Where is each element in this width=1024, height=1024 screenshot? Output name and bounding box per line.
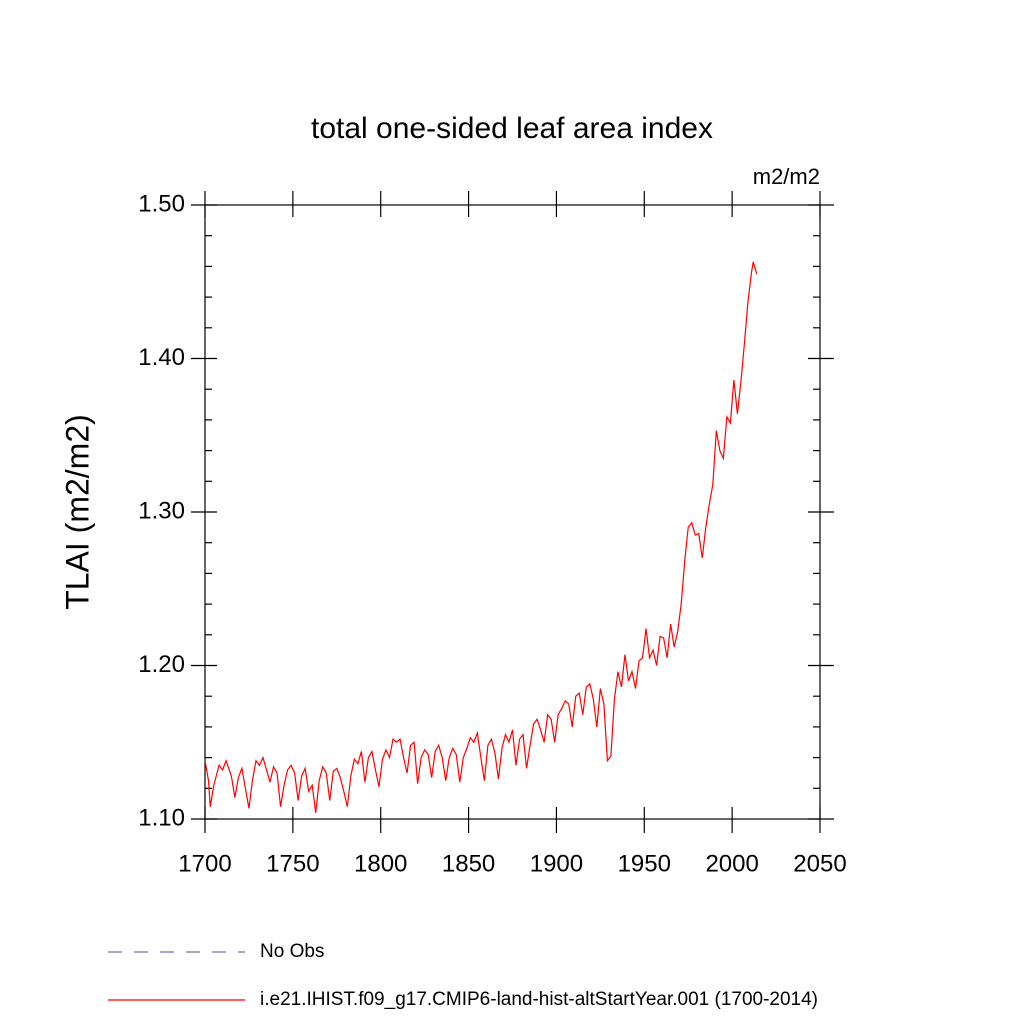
x-tick-label: 1950 [618,850,671,877]
y-tick-label: 1.40 [138,344,185,371]
legend-label: i.e21.IHIST.f09_g17.CMIP6-land-hist-altS… [260,989,818,1010]
x-tick-label: 1850 [442,850,495,877]
units-label: m2/m2 [753,164,820,189]
x-tick-label: 1750 [266,850,319,877]
chart-title: total one-sided leaf area index [311,112,713,145]
y-tick-label: 1.50 [138,190,185,217]
x-tick-label: 1700 [178,850,231,877]
legend-label: No Obs [260,941,324,962]
x-tick-label: 1800 [354,850,407,877]
y-axis-label: TLAI (m2/m2) [59,414,95,610]
y-tick-label: 1.10 [138,804,185,831]
x-tick-label: 2000 [705,850,758,877]
y-tick-label: 1.30 [138,497,185,524]
data-line [204,261,758,813]
x-tick-label: 1900 [530,850,583,877]
y-tick-label: 1.20 [138,651,185,678]
x-tick-label: 2050 [793,850,846,877]
plot-frame [204,204,821,820]
